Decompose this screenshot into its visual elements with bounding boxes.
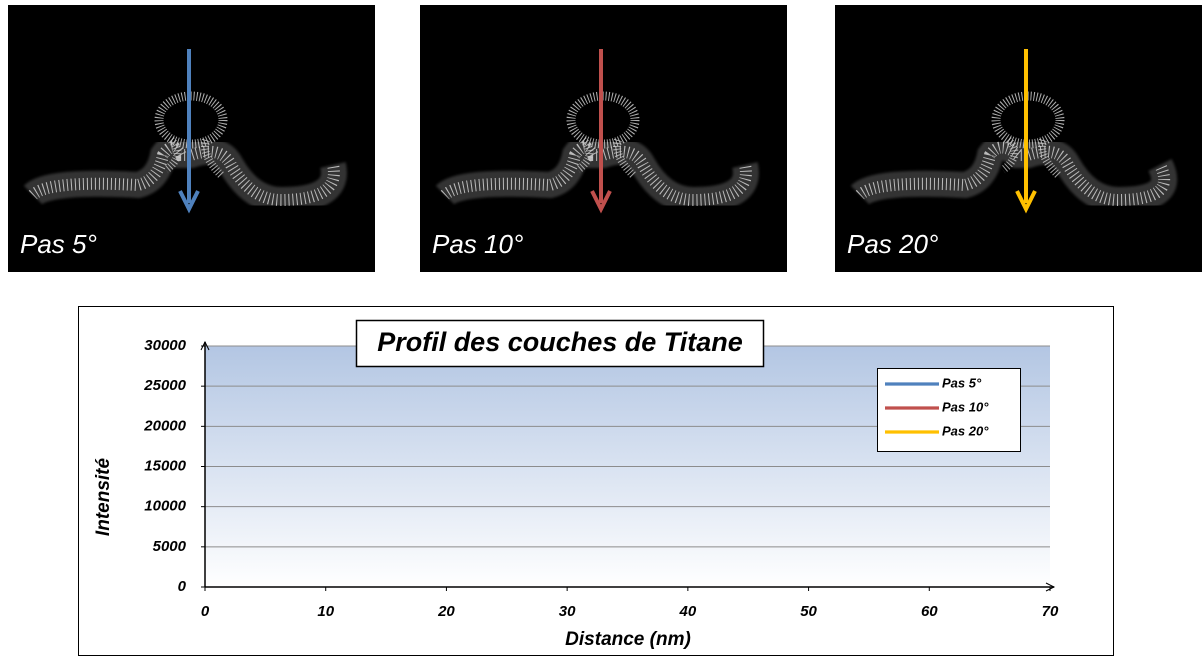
x-tick-label: 40 [679,603,697,620]
chart-title: Profil des couches de Titane [377,327,743,357]
specimen-neck [1000,137,1061,178]
title-box [355,319,765,368]
y-axis-label: Intensité [93,458,114,537]
x-axis-arrow [1045,582,1056,592]
x-tick-label: 50 [800,603,817,620]
image-background [8,5,375,272]
legend-label: Pas 10° [942,399,989,414]
y-tick-label: 25000 [143,377,186,394]
image-background [420,5,787,272]
legend-label: Pas 5° [942,375,982,390]
image-label: Pas 5° [20,229,97,259]
legend-box [877,368,1021,452]
specimen-grain [28,141,340,207]
specimen-grain [855,141,1171,207]
x-tick-label: 0 [201,603,210,620]
x-tick-label: 10 [317,603,334,620]
arrow-head [590,190,612,214]
y-tick-label: 30000 [144,337,186,354]
image-panel: Pas 5° [8,5,375,272]
y-tick-label: 5000 [153,538,187,555]
image-panel: Pas 20° [835,5,1202,272]
legend-label: Pas 20° [942,423,989,438]
x-tick-label: 30 [559,603,576,620]
arrow-head [1015,190,1037,214]
x-tick-label: 60 [921,603,938,620]
image-label: Pas 20° [847,229,938,259]
x-axis-label: Distance (nm) [565,629,691,650]
arrow-head [178,190,200,214]
x-tick-label: 20 [437,603,455,620]
specimen-grain [440,141,752,207]
y-axis-arrow [200,340,210,351]
image-panel: Pas 10° [420,5,787,272]
specimen-neck [575,137,636,178]
y-tick-label: 15000 [144,457,186,474]
x-tick-label: 70 [1042,603,1059,620]
y-tick-label: 0 [178,578,187,595]
y-tick-label: 10000 [144,498,186,515]
y-tick-label: 20000 [143,417,186,434]
specimen-neck [163,137,224,178]
image-label: Pas 10° [432,229,523,259]
